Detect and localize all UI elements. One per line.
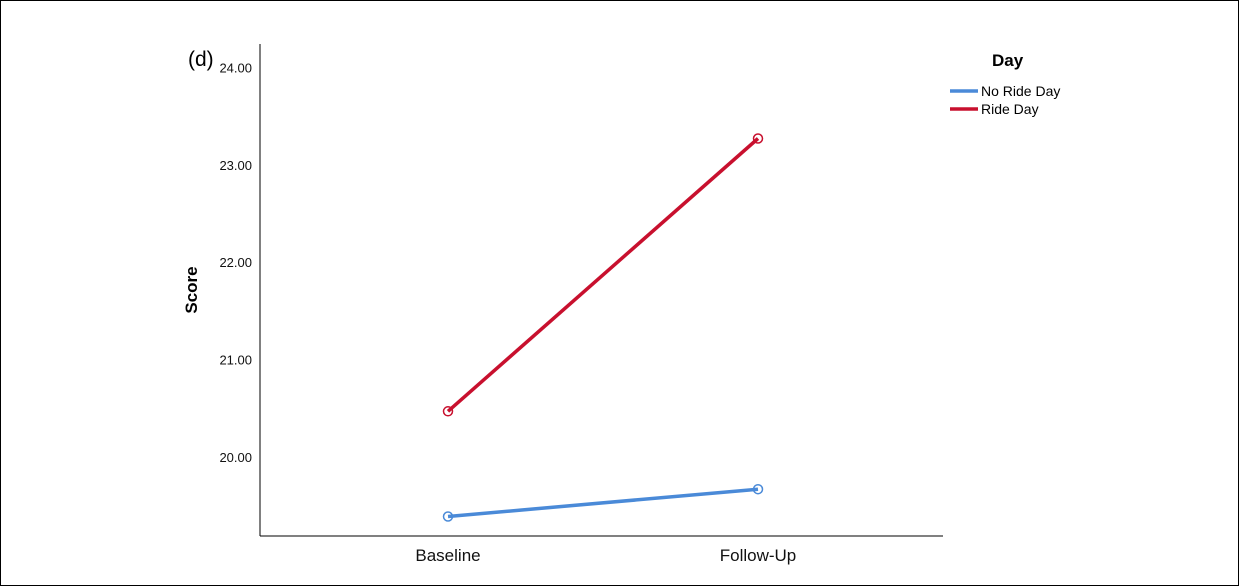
y-axis-label: Score — [182, 266, 201, 313]
series-line — [447, 487, 759, 519]
x-tick-label: Follow-Up — [720, 546, 797, 565]
data-point-marker — [442, 511, 454, 522]
legend: Day No Ride Day Ride Day — [950, 51, 1060, 117]
data-point-marker — [752, 133, 764, 144]
data-point-marker — [442, 406, 454, 417]
series-line — [446, 137, 760, 413]
y-tick-label: 24.00 — [219, 60, 252, 75]
data-point-marker — [752, 483, 764, 495]
y-ticks: 20.00 21.00 22.00 23.00 24.00 — [219, 60, 252, 465]
y-tick-label: 20.00 — [219, 450, 252, 465]
y-tick-label: 23.00 — [219, 158, 252, 173]
legend-item-label: Ride Day — [981, 101, 1039, 117]
panel-label: (d) — [188, 48, 214, 71]
legend-title: Day — [992, 51, 1024, 70]
x-tick-label: Baseline — [415, 546, 480, 565]
series-group — [442, 133, 764, 522]
legend-item-label: No Ride Day — [981, 83, 1060, 99]
x-ticks: Baseline Follow-Up — [415, 546, 796, 565]
y-tick-label: 22.00 — [219, 255, 252, 270]
y-tick-label: 21.00 — [219, 353, 252, 368]
